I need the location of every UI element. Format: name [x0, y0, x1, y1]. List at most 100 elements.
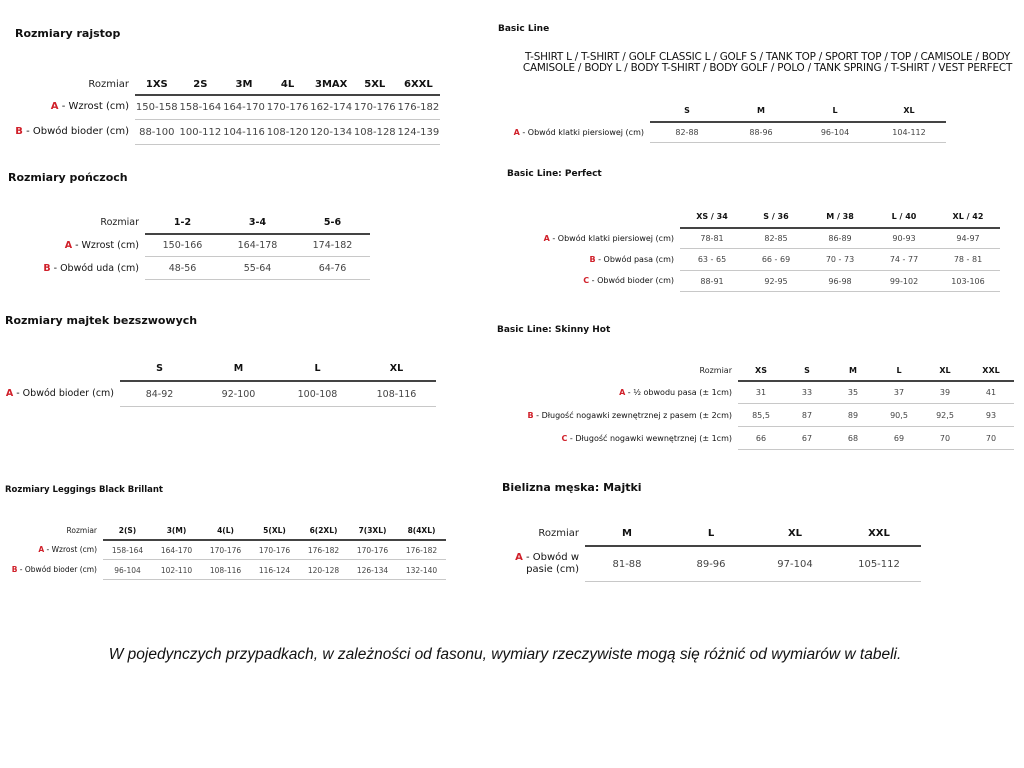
- row-rule: [738, 403, 1014, 404]
- table-cell: 124-139: [397, 127, 440, 138]
- table-cell: 66 - 69: [761, 255, 791, 265]
- row-label-name: - Obwód uda (cm): [50, 262, 139, 274]
- table-cell: 88-96: [749, 128, 773, 137]
- table-cell: 55-64: [243, 263, 272, 274]
- column-header: XL: [903, 105, 915, 115]
- table-cell: 93: [985, 411, 997, 420]
- section-title: Basic Line: Perfect: [507, 169, 602, 179]
- row-label-text: A - Wzrost (cm): [38, 545, 97, 554]
- row-letter: A: [543, 233, 550, 243]
- row-letter: B: [589, 254, 596, 264]
- row-label-name: - Wzrost (cm): [58, 101, 129, 113]
- column-header: 1XS: [145, 78, 168, 90]
- table-cell: 100-108: [297, 388, 338, 400]
- header-rule: [103, 539, 446, 541]
- table-cell: 85,5: [752, 411, 770, 420]
- row-rule: [585, 581, 921, 582]
- column-header: 3-4: [248, 217, 267, 228]
- table-cell: 82-88: [675, 128, 699, 137]
- table-cell: 82-85: [764, 234, 788, 244]
- row-label: C - Obwód bioder (cm): [0, 271, 674, 292]
- section-title: Basic Line: [498, 24, 550, 34]
- header-rule: [120, 380, 436, 382]
- row-label-text: C - Długość nogawki wewnętrznej (± 1cm): [562, 434, 732, 444]
- column-header: 8(4XL): [407, 526, 436, 535]
- column-header: 2S: [193, 78, 208, 90]
- section-title: Rozmiary pończoch: [8, 171, 128, 184]
- table-cell: 70 - 73: [825, 255, 855, 265]
- table-cell: 108-116: [209, 565, 242, 575]
- table-cell: 86-89: [828, 234, 852, 244]
- table-cell: 74 - 77: [889, 255, 919, 265]
- column-header: M: [757, 105, 765, 115]
- row-label: B - Obwód bioder (cm): [0, 120, 129, 145]
- row-label-text: A - Wzrost (cm): [51, 101, 129, 114]
- row-label: A - Obwód w pasie (cm): [501, 546, 579, 582]
- table-cell: 78-81: [700, 234, 724, 244]
- column-header: 1-2: [173, 217, 192, 228]
- table-cell: 170-176: [266, 102, 309, 113]
- basic-line-product-list: T-SHIRT L / T-SHIRT / GOLF CLASSIC L / G…: [522, 51, 1013, 74]
- row-label-name: - Długość nogawki wewnętrznej (± 1cm): [567, 433, 732, 443]
- table-cell: 81-88: [612, 558, 642, 570]
- table-cell: 90-93: [892, 234, 916, 244]
- row-label-text: B - Obwód bioder (cm): [12, 565, 97, 574]
- header-label-rozmiar: Rozmiar: [699, 365, 733, 375]
- column-header: L / 40: [891, 212, 917, 221]
- row-label-text: A - Obwód bioder (cm): [6, 388, 114, 400]
- row-letter: A: [50, 101, 59, 113]
- row-label-text: B - Obwód uda (cm): [43, 263, 139, 275]
- row-rule: [103, 559, 446, 560]
- column-header: 2(S): [118, 526, 137, 535]
- table-cell: 158-164: [179, 102, 222, 113]
- row-letter: B: [11, 565, 18, 575]
- column-header: M: [849, 365, 857, 375]
- row-label-name: - Wzrost (cm): [44, 545, 97, 555]
- table-cell: 176-182: [397, 102, 440, 113]
- table-cell: 63 - 65: [697, 255, 727, 265]
- row-label-text: A - Wzrost (cm): [65, 240, 139, 252]
- row-label-text: A - Obwód klatki piersiowej (cm): [514, 128, 644, 138]
- column-header: M / 38: [826, 212, 854, 221]
- row-label-name: - Obwód klatki piersiowej (cm): [519, 127, 644, 137]
- table-cell: 120-134: [310, 127, 353, 138]
- column-header: XXL: [982, 365, 1000, 375]
- column-header: 3(M): [166, 526, 187, 535]
- header-label-rozmiar: Rozmiar: [66, 526, 97, 535]
- table-cell: 170-176: [353, 102, 396, 113]
- row-label-name: - Obwód bioder (cm): [22, 126, 129, 138]
- row-rule: [650, 142, 946, 143]
- column-header: 6(2XL): [309, 526, 338, 535]
- row-letter: B: [15, 126, 23, 138]
- table-cell: 96-104: [114, 565, 141, 575]
- row-label-name: - Obwód w pasie (cm): [522, 551, 579, 576]
- table-cell: 35: [847, 388, 859, 397]
- table-cell: 170-176: [258, 545, 291, 555]
- table-cell: 87: [801, 411, 813, 420]
- column-header: L: [707, 528, 715, 539]
- row-rule: [680, 248, 1000, 250]
- column-header: L: [832, 105, 838, 115]
- table-cell: 170-176: [209, 545, 242, 555]
- row-label-text: C - Obwód bioder (cm): [583, 276, 674, 286]
- table-cell: 92,5: [936, 411, 954, 420]
- table-cell: 48-56: [168, 263, 197, 274]
- row-letter: B: [527, 410, 534, 420]
- row-label-text: A - Obwód klatki piersiowej (cm): [544, 234, 674, 244]
- table-cell: 70: [985, 434, 997, 443]
- table-cell: 70: [939, 434, 951, 443]
- row-label-name: - Obwód bioder (cm): [17, 565, 97, 575]
- table-cell: 170-176: [356, 545, 389, 555]
- row-label: A - Obwód klatki piersiowej (cm): [0, 122, 644, 143]
- column-header: S: [684, 105, 690, 115]
- table-cell: 132-140: [405, 565, 438, 575]
- row-rule: [120, 406, 436, 407]
- row-label-name: - Obwód bioder (cm): [13, 388, 114, 400]
- row-label: A - Wzrost (cm): [0, 540, 97, 560]
- table-cell: 97-104: [777, 558, 813, 570]
- row-rule: [738, 426, 1014, 427]
- row-rule: [680, 269, 1000, 271]
- row-letter: C: [583, 276, 590, 286]
- section-title: Rozmiary Leggings Black Brillant: [5, 485, 163, 495]
- table-cell: 69: [893, 434, 905, 443]
